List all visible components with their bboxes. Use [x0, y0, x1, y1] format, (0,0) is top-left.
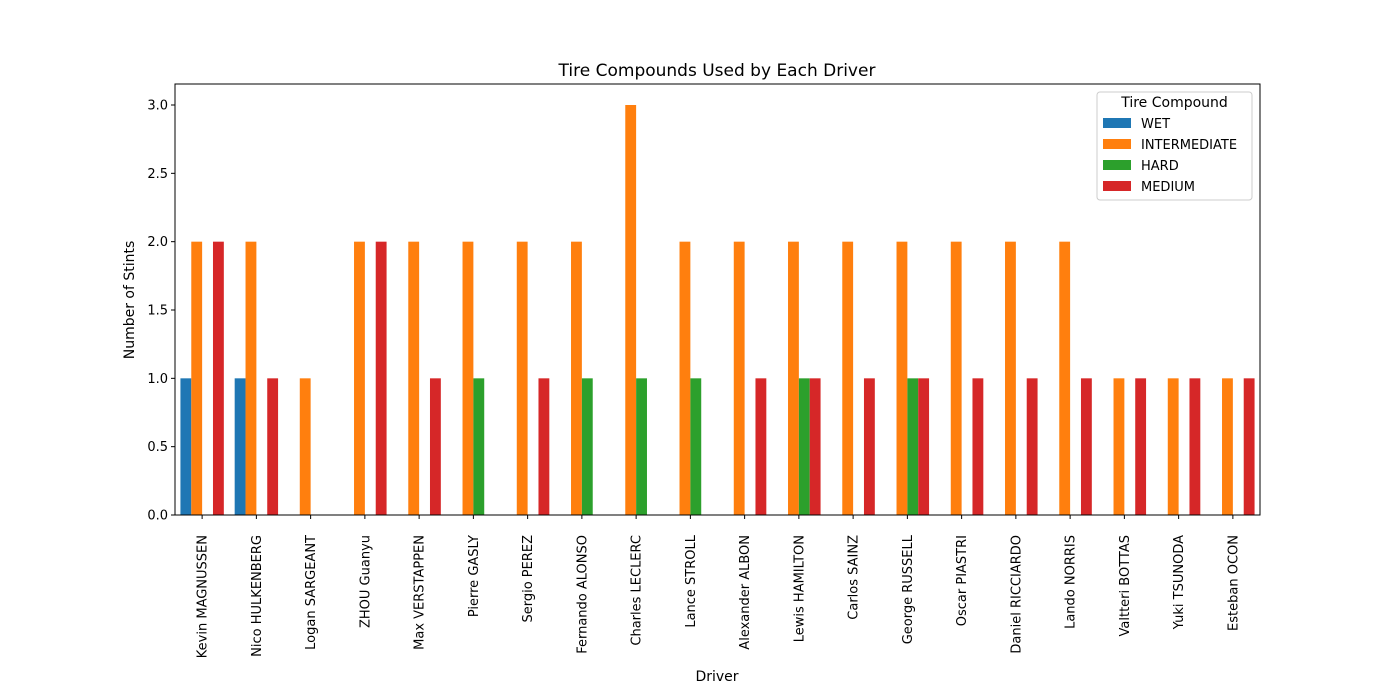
legend-label-intermediate: INTERMEDIATE [1141, 138, 1237, 153]
bar-medium-george-russell [918, 378, 930, 515]
legend-frame [1096, 91, 1253, 201]
y-tick-label: 0.5 [147, 440, 168, 455]
legend-items: WET INTERMEDIATE HARD MEDIUM [1103, 117, 1237, 195]
x-tick-label: Yuki TSUNODA [1172, 535, 1187, 630]
bars-layer [180, 105, 1255, 516]
bar-intermediate-fernando-alonso [571, 241, 582, 516]
bar-medium-lewis-hamilton [809, 378, 821, 515]
bar-medium-max-verstappen [429, 378, 441, 515]
x-tick-label: George RUSSELL [901, 534, 916, 644]
bar-medium-daniel-ricciardo [1026, 378, 1038, 515]
bar-intermediate-carlos-sainz [842, 241, 854, 516]
bar-medium-kevin-magnussen [212, 241, 224, 516]
y-axis: 0.0 0.5 1.0 1.5 2.0 2.5 3.0 [147, 99, 175, 524]
x-tick-label: Lando NORRIS [1064, 535, 1079, 629]
bar-wet-nico-hulkenberg [234, 378, 246, 515]
y-tick-label: 2.0 [147, 235, 168, 250]
bar-medium-alexander-albon [755, 378, 767, 515]
bar-intermediate-valtteri-bottas [1113, 378, 1125, 515]
legend-swatch-wet [1103, 118, 1131, 128]
y-tick-label: 0.0 [147, 509, 168, 524]
x-tick-label: Kevin MAGNUSSEN [196, 535, 211, 658]
bar-intermediate-daniel-ricciardo [1005, 241, 1016, 516]
x-tick-label: Nico HULKENBERG [250, 535, 265, 657]
bar-intermediate-sergio-perez [516, 241, 528, 516]
legend-label-wet: WET [1141, 117, 1170, 132]
bar-intermediate-alexander-albon [733, 241, 745, 516]
legend-swatch-intermediate [1103, 139, 1131, 149]
bar-wet-kevin-magnussen [180, 378, 192, 515]
bar-medium-esteban-ocon [1243, 378, 1255, 515]
bar-hard-pierre-gasly [473, 378, 485, 515]
y-axis-title: Number of Stints [122, 241, 138, 360]
bar-medium-zhou-guanyu [375, 241, 387, 516]
bar-hard-lance-stroll [690, 378, 702, 515]
y-tick-label: 1.5 [147, 304, 168, 319]
legend-label-hard: HARD [1141, 159, 1179, 174]
legend-swatch-medium [1103, 181, 1131, 191]
bar-intermediate-lando-norris [1059, 241, 1071, 516]
x-axis: Kevin MAGNUSSEN Nico HULKENBERG Logan SARG… [196, 515, 1241, 658]
x-tick-label: Max VERSTAPPEN [413, 535, 428, 650]
bar-intermediate-kevin-magnussen [191, 241, 203, 516]
bar-medium-lando-norris [1080, 378, 1092, 515]
x-tick-label: Lance STROLL [684, 534, 699, 627]
plot-frame [174, 83, 1261, 516]
bar-medium-sergio-perez [538, 378, 550, 515]
bar-intermediate-lance-stroll [679, 241, 691, 516]
bar-hard-george-russell [907, 378, 919, 515]
bar-medium-carlos-sainz [863, 378, 875, 515]
x-tick-label: Lewis HAMILTON [792, 535, 807, 642]
x-tick-label: Carlos SAINZ [847, 535, 862, 620]
bar-intermediate-nico-hulkenberg [245, 241, 257, 516]
chart-title: Tire Compounds Used by Each Driver [558, 61, 876, 81]
legend-label-medium: MEDIUM [1141, 180, 1195, 195]
x-axis-title: Driver [695, 669, 738, 685]
bar-intermediate-yuki-tsunoda [1167, 378, 1179, 515]
x-tick-label: Charles LECLERC [630, 535, 645, 646]
legend-title: Tire Compound [1120, 95, 1228, 111]
bar-intermediate-lewis-hamilton [788, 241, 799, 516]
bar-hard-fernando-alonso [581, 378, 593, 515]
x-tick-label: Daniel RICCIARDO [1009, 535, 1024, 654]
bar-intermediate-logan-sargeant [299, 378, 311, 515]
x-tick-label: Logan SARGEANT [304, 535, 319, 650]
y-tick-label: 1.0 [147, 372, 168, 387]
x-tick-label: Oscar PIASTRI [955, 535, 970, 626]
bar-intermediate-max-verstappen [408, 241, 420, 516]
x-tick-label: Alexander ALBON [738, 535, 753, 650]
bar-medium-valtteri-bottas [1135, 378, 1147, 515]
bar-intermediate-george-russell [896, 241, 908, 516]
y-tick-label: 2.5 [147, 167, 168, 182]
bar-intermediate-charles-leclerc [625, 105, 637, 515]
bar-intermediate-pierre-gasly [462, 241, 474, 516]
bar-intermediate-zhou-guanyu [354, 241, 365, 516]
x-tick-label: Sergio PEREZ [521, 535, 536, 623]
bar-hard-charles-leclerc [636, 378, 647, 515]
bar-hard-lewis-hamilton [798, 378, 810, 515]
bar-intermediate-oscar-piastri [950, 241, 962, 516]
bar-medium-yuki-tsunoda [1189, 378, 1201, 515]
x-tick-label: Valtteri BOTTAS [1118, 535, 1133, 636]
y-tick-label: 3.0 [147, 99, 168, 114]
x-tick-label: Fernando ALONSO [575, 535, 590, 654]
bar-medium-nico-hulkenberg [267, 378, 279, 515]
x-tick-label: ZHOU Guanyu [358, 535, 373, 628]
x-tick-label: Pierre GASLY [467, 535, 482, 617]
bar-medium-oscar-piastri [972, 378, 984, 515]
legend-swatch-hard [1103, 160, 1131, 170]
x-tick-label: Esteban OCON [1226, 535, 1241, 631]
bar-intermediate-esteban-ocon [1222, 378, 1233, 515]
legend: Tire Compound WET INTERMEDIATE HARD MEDIUM [1096, 91, 1253, 201]
